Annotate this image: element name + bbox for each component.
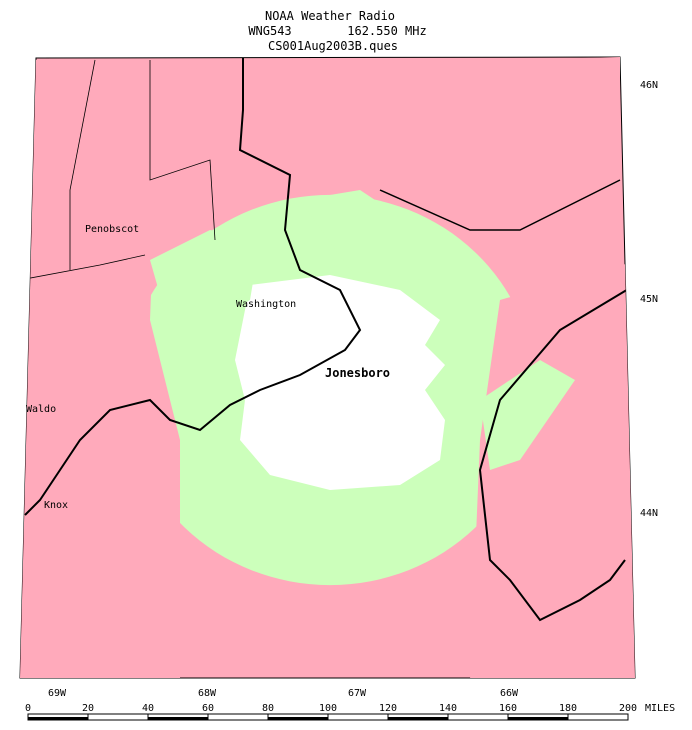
scale-tick-label: 120 <box>379 703 397 714</box>
place-label: Penobscot <box>85 224 139 235</box>
latitude-label: 45N <box>640 294 658 305</box>
coastline <box>478 284 635 622</box>
fringe-coverage <box>300 190 470 280</box>
scale-tick-label: 140 <box>439 703 457 714</box>
scale-segment <box>268 717 328 720</box>
longitude-label: 69W <box>48 688 67 699</box>
scale-tick-label: 80 <box>262 703 274 714</box>
fringe-coverage <box>480 360 575 470</box>
scale-segment <box>148 717 208 720</box>
longitude-label: 68W <box>198 688 217 699</box>
map: Penobscot Washington Jonesboro Waldo Kno… <box>19 56 658 699</box>
scale-tick-label: 20 <box>82 703 94 714</box>
place-label: Knox <box>44 500 68 511</box>
scale-unit: MILES <box>645 703 675 714</box>
no-coverage-north <box>120 57 620 240</box>
scale-tick-label: 60 <box>202 703 214 714</box>
place-label: Waldo <box>26 404 56 415</box>
place-label: Jonesboro <box>325 366 390 380</box>
longitude-label: 67W <box>348 688 367 699</box>
scale-segment <box>388 717 448 720</box>
title: NOAA Weather Radio <box>265 9 395 23</box>
latitude-label: 46N <box>640 80 658 91</box>
frequency: 162.550 MHz <box>347 24 426 38</box>
station: WNG543 <box>248 24 291 38</box>
scale-segment <box>28 717 88 720</box>
latitude-label: 44N <box>640 508 658 519</box>
no-coverage-east <box>470 260 635 678</box>
scale-tick-label: 160 <box>499 703 517 714</box>
scale-tick-label: 200 <box>619 703 637 714</box>
scale-tick-label: 180 <box>559 703 577 714</box>
scale-bar: MILES 0 20 40 60 80 100 120 140 160 180 200 <box>25 703 675 721</box>
border <box>379 179 621 231</box>
scale-segment <box>508 717 568 720</box>
coastline <box>24 58 362 516</box>
scale-tick-label: 40 <box>142 703 154 714</box>
county-line <box>20 59 216 281</box>
strong-coverage <box>235 275 445 490</box>
file-name: CS001Aug2003B.ques <box>268 39 398 53</box>
longitude-label: 66W <box>500 688 519 699</box>
no-coverage-west <box>20 60 180 678</box>
scale-tick-label: 0 <box>25 703 31 714</box>
scale-tick-label: 100 <box>319 703 337 714</box>
fringe-coverage <box>150 230 260 330</box>
place-label: Washington <box>236 299 296 310</box>
